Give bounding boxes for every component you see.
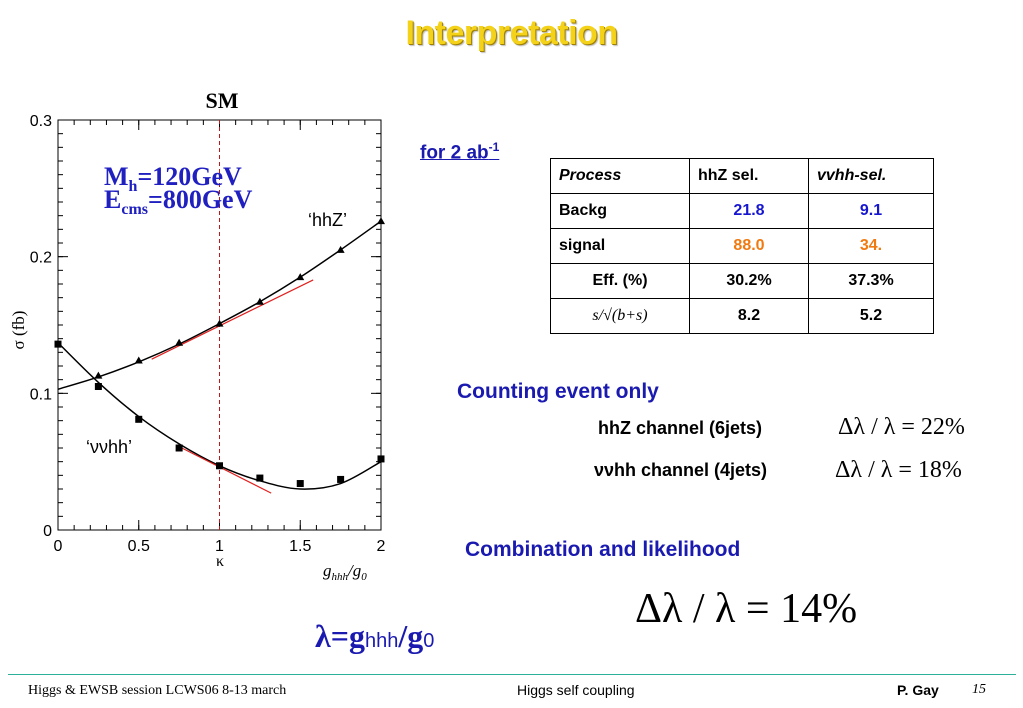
combination-title: Combination and likelihood: [465, 538, 741, 561]
data-point-vvhh: [54, 340, 62, 348]
x-tick-label: 1.5: [289, 538, 311, 555]
table-row: Backg 21.8 9.1: [550, 193, 934, 229]
cell-value: 21.8: [689, 193, 809, 229]
data-point-vvhh: [377, 455, 385, 463]
row-label: Eff. (%): [550, 263, 690, 299]
data-point-vvhh: [256, 474, 264, 482]
data-point-hhz: [215, 319, 224, 327]
data-point-vvhh: [216, 462, 223, 470]
x-tick-label: 2: [377, 538, 386, 555]
data-point-hhz: [134, 356, 143, 364]
x-axis-label-ratio: ghhh/g0: [323, 561, 367, 580]
series-label-vvhh: ‘ννhh’: [86, 437, 132, 457]
slide-title: Interpretation: [405, 14, 618, 52]
table-header-vvhh: vvhh-sel.: [808, 158, 934, 194]
cell-value: 34.: [808, 228, 934, 264]
energy-annotation: Ecms=800GeV: [104, 185, 253, 218]
table-header-row: Process hhZ sel. vvhh-sel.: [550, 158, 934, 194]
table-row: s/√(b+s) 8.2 5.2: [550, 298, 934, 334]
channel-label-hhz: hhZ channel (6jets): [598, 418, 763, 438]
footer-session: Higgs & EWSB session LCWS06 8-13 march: [28, 683, 287, 698]
cell-value: 8.2: [689, 298, 809, 334]
y-tick-label: 0.1: [30, 386, 52, 403]
cross-section-chart: SM 0 0.5 1 1.5 2 0 0.1 0.2 0.3 Mh=120GeV Ecms=80…: [9, 88, 386, 580]
x-tick-label: 1: [215, 538, 224, 555]
cell-value: 9.1: [808, 193, 934, 229]
channel-formula-vvhh: Δλ / λ = 18%: [835, 457, 962, 483]
cell-value: 30.2%: [689, 263, 809, 299]
data-point-hhz: [377, 217, 385, 225]
footer-topic: Higgs self coupling: [517, 682, 635, 698]
y-tick-label: 0.2: [30, 250, 52, 267]
x-tick-label: 0.5: [128, 538, 150, 555]
cell-value: 5.2: [808, 298, 934, 334]
table-row: Eff. (%) 30.2% 37.3%: [550, 263, 934, 299]
row-label: Backg: [550, 193, 690, 229]
tangent-line-hhz: [151, 279, 314, 360]
data-point-vvhh: [135, 415, 143, 423]
data-point-hhz: [94, 371, 103, 379]
footer-divider: [8, 674, 1016, 675]
channel-formula-hhz: Δλ / λ = 22%: [838, 414, 965, 440]
page-number: 15: [972, 682, 986, 697]
data-point-hhz: [255, 297, 264, 305]
cell-value: 88.0: [689, 228, 809, 264]
channel-label-vvhh: ννhh channel (4jets): [594, 460, 768, 480]
footer-author: P. Gay: [897, 682, 939, 698]
combined-formula: Δλ / λ = 14%: [635, 586, 858, 632]
tangent-line-vvhh: [178, 446, 272, 494]
data-point-hhz: [296, 273, 305, 281]
table-header-hhz: hhZ sel.: [689, 158, 809, 194]
cell-value: 37.3%: [808, 263, 934, 299]
counting-title: Counting event only: [457, 380, 659, 403]
row-label: s/√(b+s): [550, 298, 690, 334]
data-point-vvhh: [175, 444, 183, 452]
mass-annotation: Mh=120GeV: [104, 162, 242, 195]
lambda-definition: λ=ghhh/g0: [315, 618, 435, 654]
x-tick-label: 0: [54, 538, 63, 555]
x-axis-label: κ: [216, 553, 224, 570]
data-point-hhz: [175, 338, 184, 346]
results-table: Process hhZ sel. vvhh-sel. Backg 21.8 9.…: [550, 158, 934, 334]
chart-title: SM: [206, 88, 239, 113]
axis-tick-labels: 0 0.5 1 1.5 2 0 0.1 0.2 0.3: [30, 113, 386, 555]
data-point-vvhh: [94, 383, 102, 390]
series-label-hhz: ‘hhZ’: [308, 210, 347, 230]
axis-ticks: [57, 119, 382, 531]
luminosity-label: for 2 ab-1: [420, 140, 500, 164]
table-row: signal 88.0 34.: [550, 228, 934, 264]
y-axis-label: σ (fb): [9, 311, 28, 350]
series-layer: [54, 217, 385, 494]
data-point-vvhh: [337, 475, 345, 483]
row-label: signal: [550, 228, 690, 264]
y-tick-label: 0: [43, 523, 52, 540]
table-header-process: Process: [550, 158, 690, 194]
y-tick-label: 0.3: [30, 113, 52, 130]
data-point-hhz: [336, 245, 345, 253]
data-point-vvhh: [296, 480, 304, 488]
